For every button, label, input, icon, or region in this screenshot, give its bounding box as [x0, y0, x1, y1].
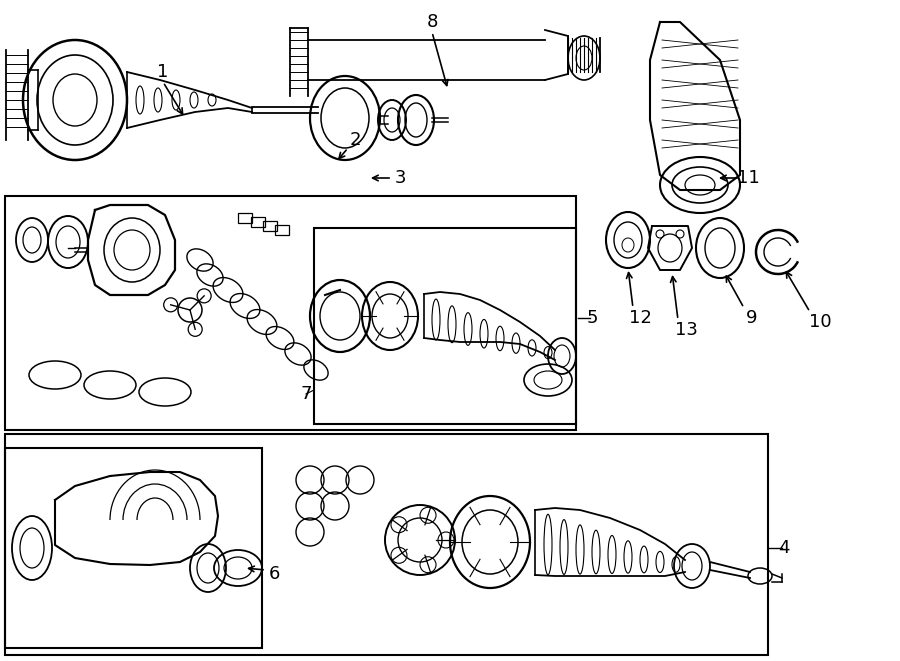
- Text: 13: 13: [675, 321, 698, 339]
- Text: 10: 10: [809, 313, 832, 331]
- Text: 1: 1: [158, 63, 168, 81]
- Text: 3: 3: [394, 169, 406, 187]
- Bar: [263, 221, 277, 231]
- Bar: [5, 448, 262, 648]
- Text: 12: 12: [628, 309, 652, 327]
- Text: 5: 5: [586, 309, 598, 327]
- Bar: [314, 228, 576, 424]
- Text: 9: 9: [746, 309, 758, 327]
- Bar: [238, 213, 252, 223]
- Text: 6: 6: [268, 565, 280, 583]
- Bar: [251, 217, 265, 227]
- Text: 11: 11: [736, 169, 760, 187]
- Bar: [275, 225, 289, 235]
- Text: 4: 4: [778, 539, 790, 557]
- Bar: [5, 196, 576, 430]
- Text: 8: 8: [427, 13, 437, 31]
- Bar: [5, 434, 768, 655]
- Text: 2: 2: [349, 131, 361, 149]
- Text: 7: 7: [301, 385, 311, 403]
